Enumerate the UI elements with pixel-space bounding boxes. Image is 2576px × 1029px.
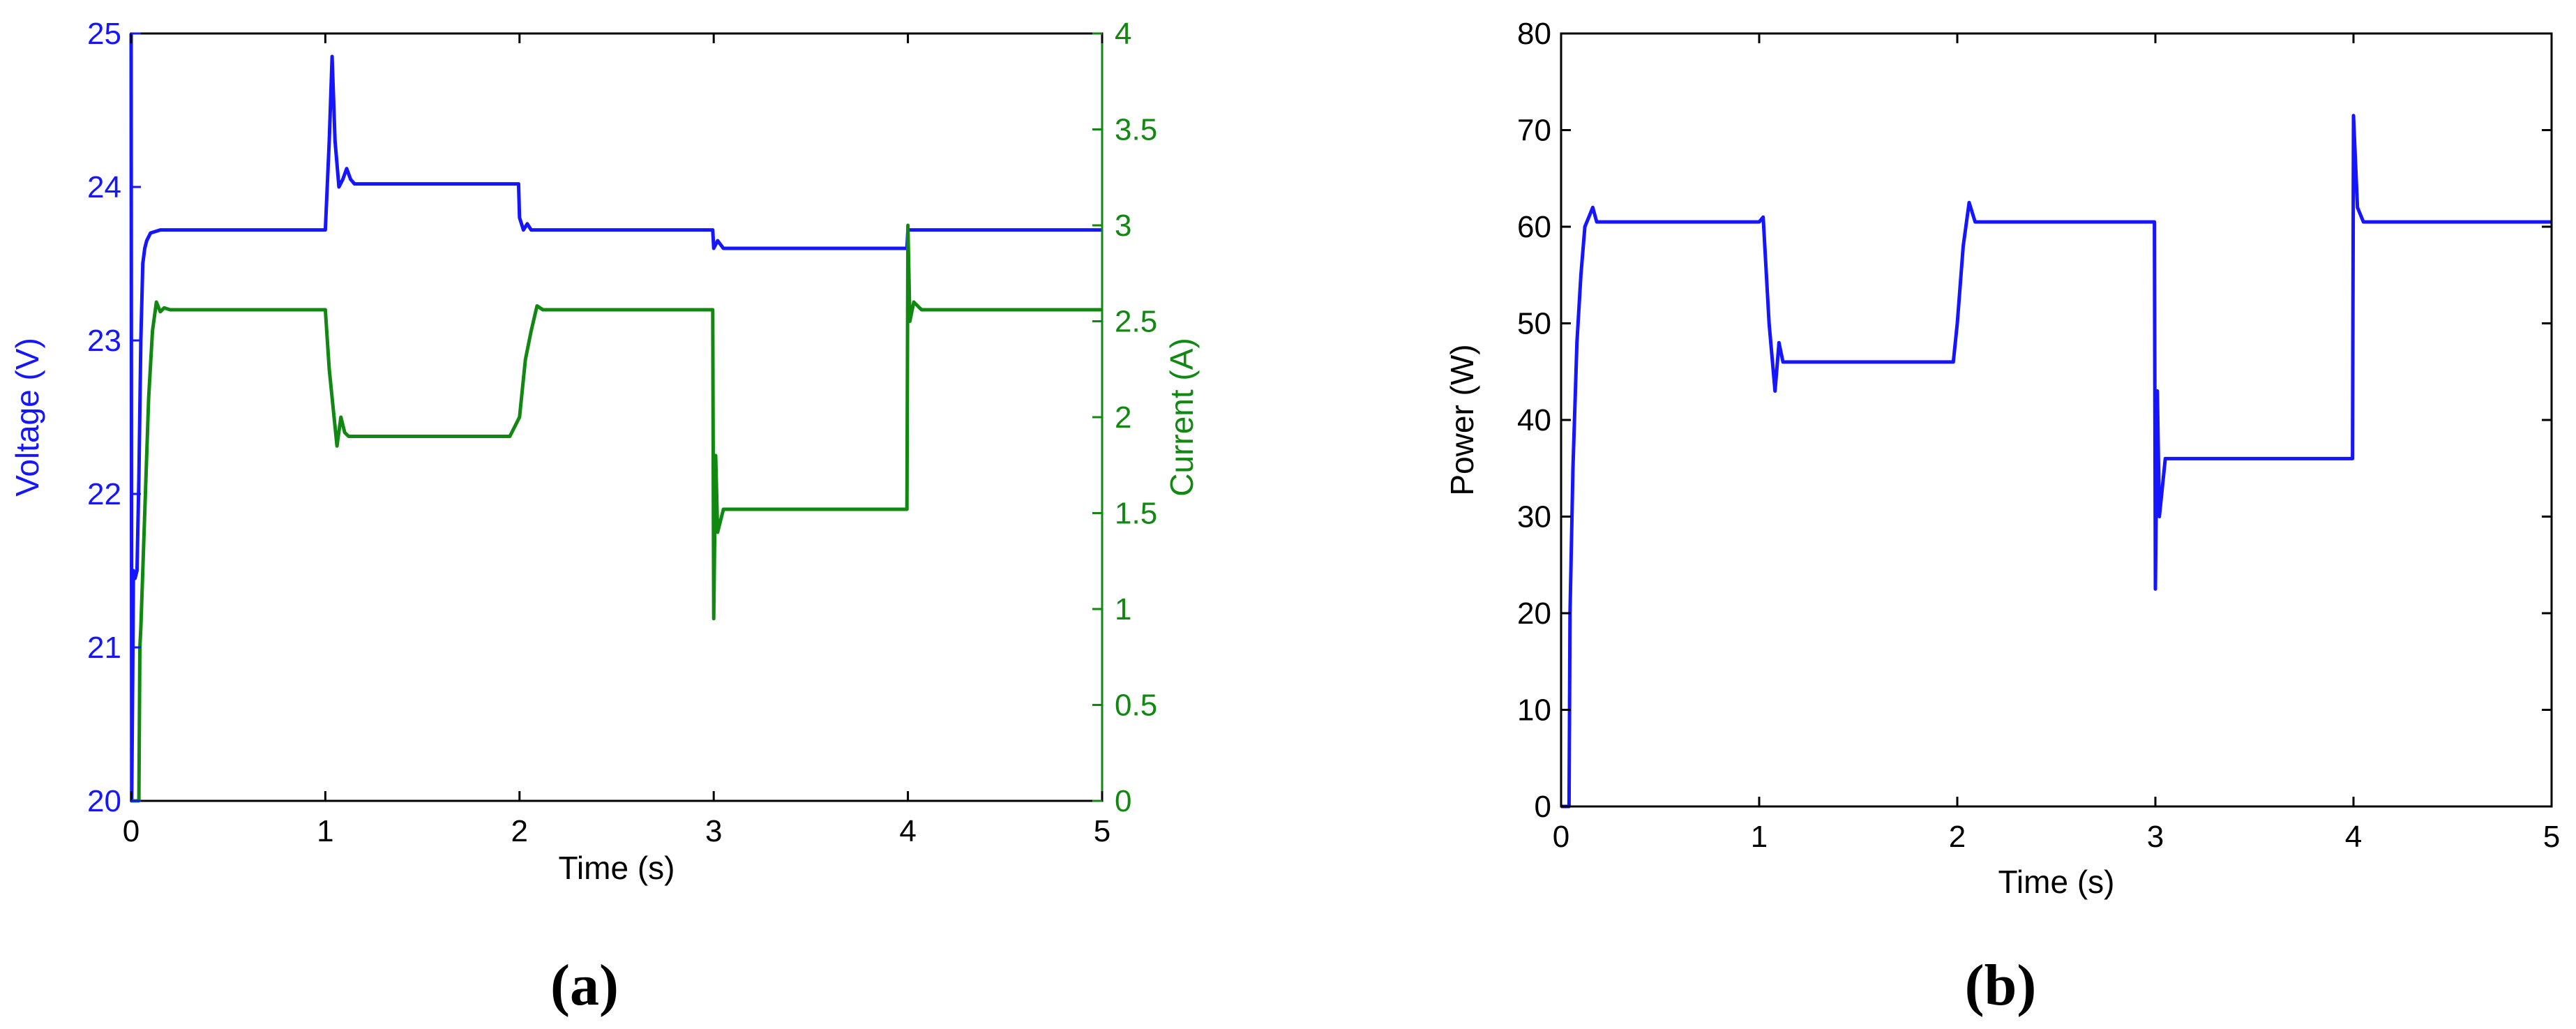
chart-a-ytick-label: 23: [87, 324, 121, 358]
chart-a-xlabel: Time (s): [559, 850, 675, 886]
chart-a-y2label: Current (A): [1163, 338, 1200, 496]
chart-a-xtick-label: 3: [705, 814, 722, 848]
chart-a-xtick-label: 0: [123, 814, 140, 848]
chart-b-ytick-label: 30: [1517, 500, 1551, 534]
chart-a-y2tick-label: 1.5: [1115, 497, 1157, 531]
chart-b-ytick-label: 80: [1517, 17, 1551, 51]
chart-a-xtick-label: 5: [1094, 814, 1110, 848]
chart-a-ytick-label: 24: [87, 170, 121, 204]
chart-a-y2tick-label: 4: [1115, 17, 1131, 51]
chart-b-ytick-label: 0: [1535, 790, 1551, 824]
chart-a-series: [129, 33, 1102, 803]
chart-b-xtick-label: 4: [2345, 820, 2362, 854]
chart-a-ytick-label: 22: [87, 477, 121, 511]
chart-a-ytick-label: 21: [87, 631, 121, 665]
chart-b-xtick-label: 2: [1949, 820, 1966, 854]
chart-b-series-power-line: [1561, 114, 2552, 809]
chart-a-y2tick-label: 2.5: [1115, 305, 1157, 339]
chart-a-y2tick-label: 1: [1115, 592, 1131, 626]
chart-b-xlabel: Time (s): [1998, 864, 2115, 900]
chart-a-series-current-line: [131, 223, 1102, 803]
chart-a-xtick-label: 1: [317, 814, 333, 848]
chart-b-xtick-label: 0: [1553, 820, 1569, 854]
chart-b-xtick-label: 5: [2543, 820, 2560, 854]
chart-b-ylabel: Power (W): [1444, 344, 1480, 495]
panel-a-label: (a): [550, 953, 619, 1018]
chart-a-y2tick-label: 2: [1115, 400, 1131, 435]
chart-b-ytick-label: 20: [1517, 596, 1551, 631]
chart-b-series: [1561, 114, 2552, 809]
chart-a-ylabel: Voltage (V): [9, 338, 45, 497]
chart-a-y2tick-label: 0: [1115, 784, 1131, 818]
chart-b-xtick-label: 1: [1751, 820, 1768, 854]
chart-b-ytick-label: 60: [1517, 210, 1551, 244]
chart-b-ytick-label: 70: [1517, 114, 1551, 148]
chart-a-xtick-label: 2: [511, 814, 528, 848]
chart-b-ytick-label: 10: [1517, 693, 1551, 728]
chart-b-ytick-label: 40: [1517, 403, 1551, 437]
chart-a-y2tick-label: 3: [1115, 209, 1131, 243]
chart-b-xtick-label: 3: [2147, 820, 2164, 854]
chart-a-xtick-label: 4: [899, 814, 916, 848]
chart-a-y2tick-label: 0.5: [1115, 689, 1157, 723]
panel-b-label: (b): [1965, 953, 2037, 1018]
chart-b-ytick-label: 50: [1517, 307, 1551, 341]
chart-a-y2tick-label: 3.5: [1115, 113, 1157, 147]
chart-b-plot-frame: [1560, 32, 2553, 808]
chart-a-plot-frame: [130, 32, 1104, 802]
chart-a-series-voltage-line: [129, 33, 1102, 803]
chart-a-ytick-label: 25: [87, 17, 121, 51]
chart-a-ytick-label: 20: [87, 784, 121, 818]
